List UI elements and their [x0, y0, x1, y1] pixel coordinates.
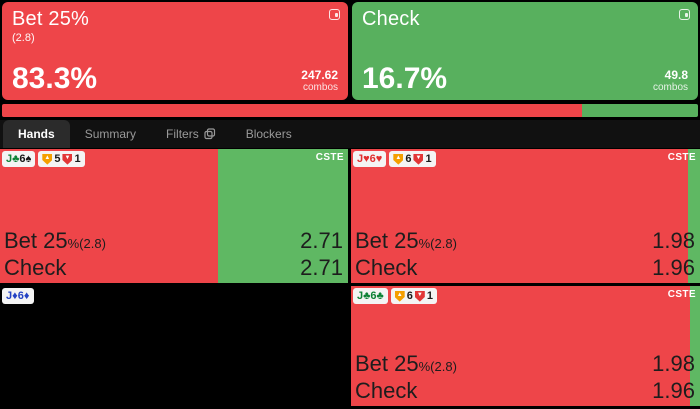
- diamond-icon: ♦: [23, 290, 30, 302]
- action-card-bet[interactable]: Bet 25% (2.8) 83.3% 247.62 combos: [2, 2, 348, 100]
- ev-row-bet: Bet 25% (2.8) 1.98: [355, 351, 695, 377]
- strategy-background: [351, 149, 700, 283]
- hand-cell-jc6c[interactable]: J ♣ 6 ♣ ▲ 6 ▼ 1 CSTE Bet 25% (2.8) 1.98 Chec…: [351, 286, 700, 406]
- action-label: Check: [362, 8, 420, 30]
- shield-down-icon: ▼: [413, 153, 424, 165]
- club-icon: ♣: [376, 290, 384, 302]
- heart-icon: ♥: [363, 153, 370, 165]
- action-card-check[interactable]: Check 16.7% 49.8 combos: [352, 2, 698, 100]
- shield-down-icon: ▼: [62, 153, 73, 165]
- ev-value: 1.98: [652, 228, 695, 254]
- ev-row-check: Check 1.96: [355, 378, 695, 404]
- spade-icon: ♠: [25, 153, 32, 165]
- action-frequency: 16.7%: [362, 62, 448, 95]
- copy-icon: [204, 128, 216, 140]
- shield-down-icon: ▼: [414, 290, 425, 302]
- cste-label: CSTE: [315, 152, 344, 163]
- draw-badges: ▲ 6 ▼ 1: [389, 151, 436, 168]
- shield-up-icon: ▲: [393, 153, 404, 165]
- club-icon: ♣: [363, 290, 371, 302]
- strategy-split-bar: [2, 104, 698, 117]
- draw-badges: ▲ 6 ▼ 1: [390, 288, 437, 305]
- ev-value: 2.71: [300, 255, 343, 281]
- shield-up-icon: ▲: [394, 290, 405, 302]
- tab-hands[interactable]: Hands: [3, 120, 70, 148]
- ev-row-bet: Bet 25% (2.8) 1.98: [355, 228, 695, 254]
- combos-count: 49.8 combos: [652, 67, 688, 93]
- hand-cell-jc6s[interactable]: J ♣ 6 ♠ ▲ 5 ▼ 1 CSTE Bet 25% (2.8) 2.71 Chec…: [0, 149, 348, 283]
- tab-bar: Hands Summary Filters Blockers: [0, 120, 700, 148]
- strategy-segment-bet: [2, 104, 582, 117]
- hand-badge: J ♣ 6 ♣: [353, 288, 388, 305]
- frame-icon[interactable]: [329, 9, 340, 20]
- club-icon: ♣: [12, 153, 20, 165]
- hand-badge: J ♣ 6 ♠: [2, 151, 36, 168]
- ev-value: 1.98: [652, 351, 695, 377]
- cste-label: CSTE: [667, 152, 696, 163]
- tab-filters[interactable]: Filters: [151, 120, 231, 148]
- hand-badge: J ♦ 6 ♦: [2, 288, 34, 305]
- action-frequency: 83.3%: [12, 62, 98, 95]
- action-sublabel: (2.8): [12, 32, 35, 44]
- hand-cell-jd6d[interactable]: J ♦ 6 ♦: [0, 286, 348, 406]
- ev-row-check: Check 2.71: [4, 255, 343, 281]
- frame-icon[interactable]: [679, 9, 690, 20]
- hand-cell-jh6h[interactable]: J ♥ 6 ♥ ▲ 6 ▼ 1 CSTE Bet 25% (2.8) 1.98 Chec…: [351, 149, 700, 283]
- ev-value: 1.96: [652, 378, 695, 404]
- hands-grid: J ♣ 6 ♠ ▲ 5 ▼ 1 CSTE Bet 25% (2.8) 2.71 Chec…: [0, 149, 700, 406]
- hand-badge: J ♥ 6 ♥: [353, 151, 387, 168]
- action-summary-row: Bet 25% (2.8) 83.3% 247.62 combos Check …: [0, 0, 700, 100]
- diamond-icon: ♦: [12, 290, 18, 302]
- tab-blockers[interactable]: Blockers: [245, 127, 292, 141]
- combos-count: 247.62 combos: [301, 67, 338, 93]
- tab-summary[interactable]: Summary: [84, 127, 137, 141]
- ev-row-bet: Bet 25% (2.8) 2.71: [4, 228, 343, 254]
- draw-badges: ▲ 5 ▼ 1: [38, 151, 85, 168]
- ev-value: 1.96: [652, 255, 695, 281]
- shield-up-icon: ▲: [42, 153, 53, 165]
- strategy-background: [0, 149, 348, 283]
- cste-label: CSTE: [667, 289, 696, 300]
- action-label: Bet 25%: [12, 8, 90, 30]
- ev-row-check: Check 1.96: [355, 255, 695, 281]
- heart-icon: ♥: [375, 153, 383, 165]
- strategy-background: [351, 286, 700, 406]
- strategy-segment-check: [581, 104, 698, 117]
- ev-value: 2.71: [300, 228, 343, 254]
